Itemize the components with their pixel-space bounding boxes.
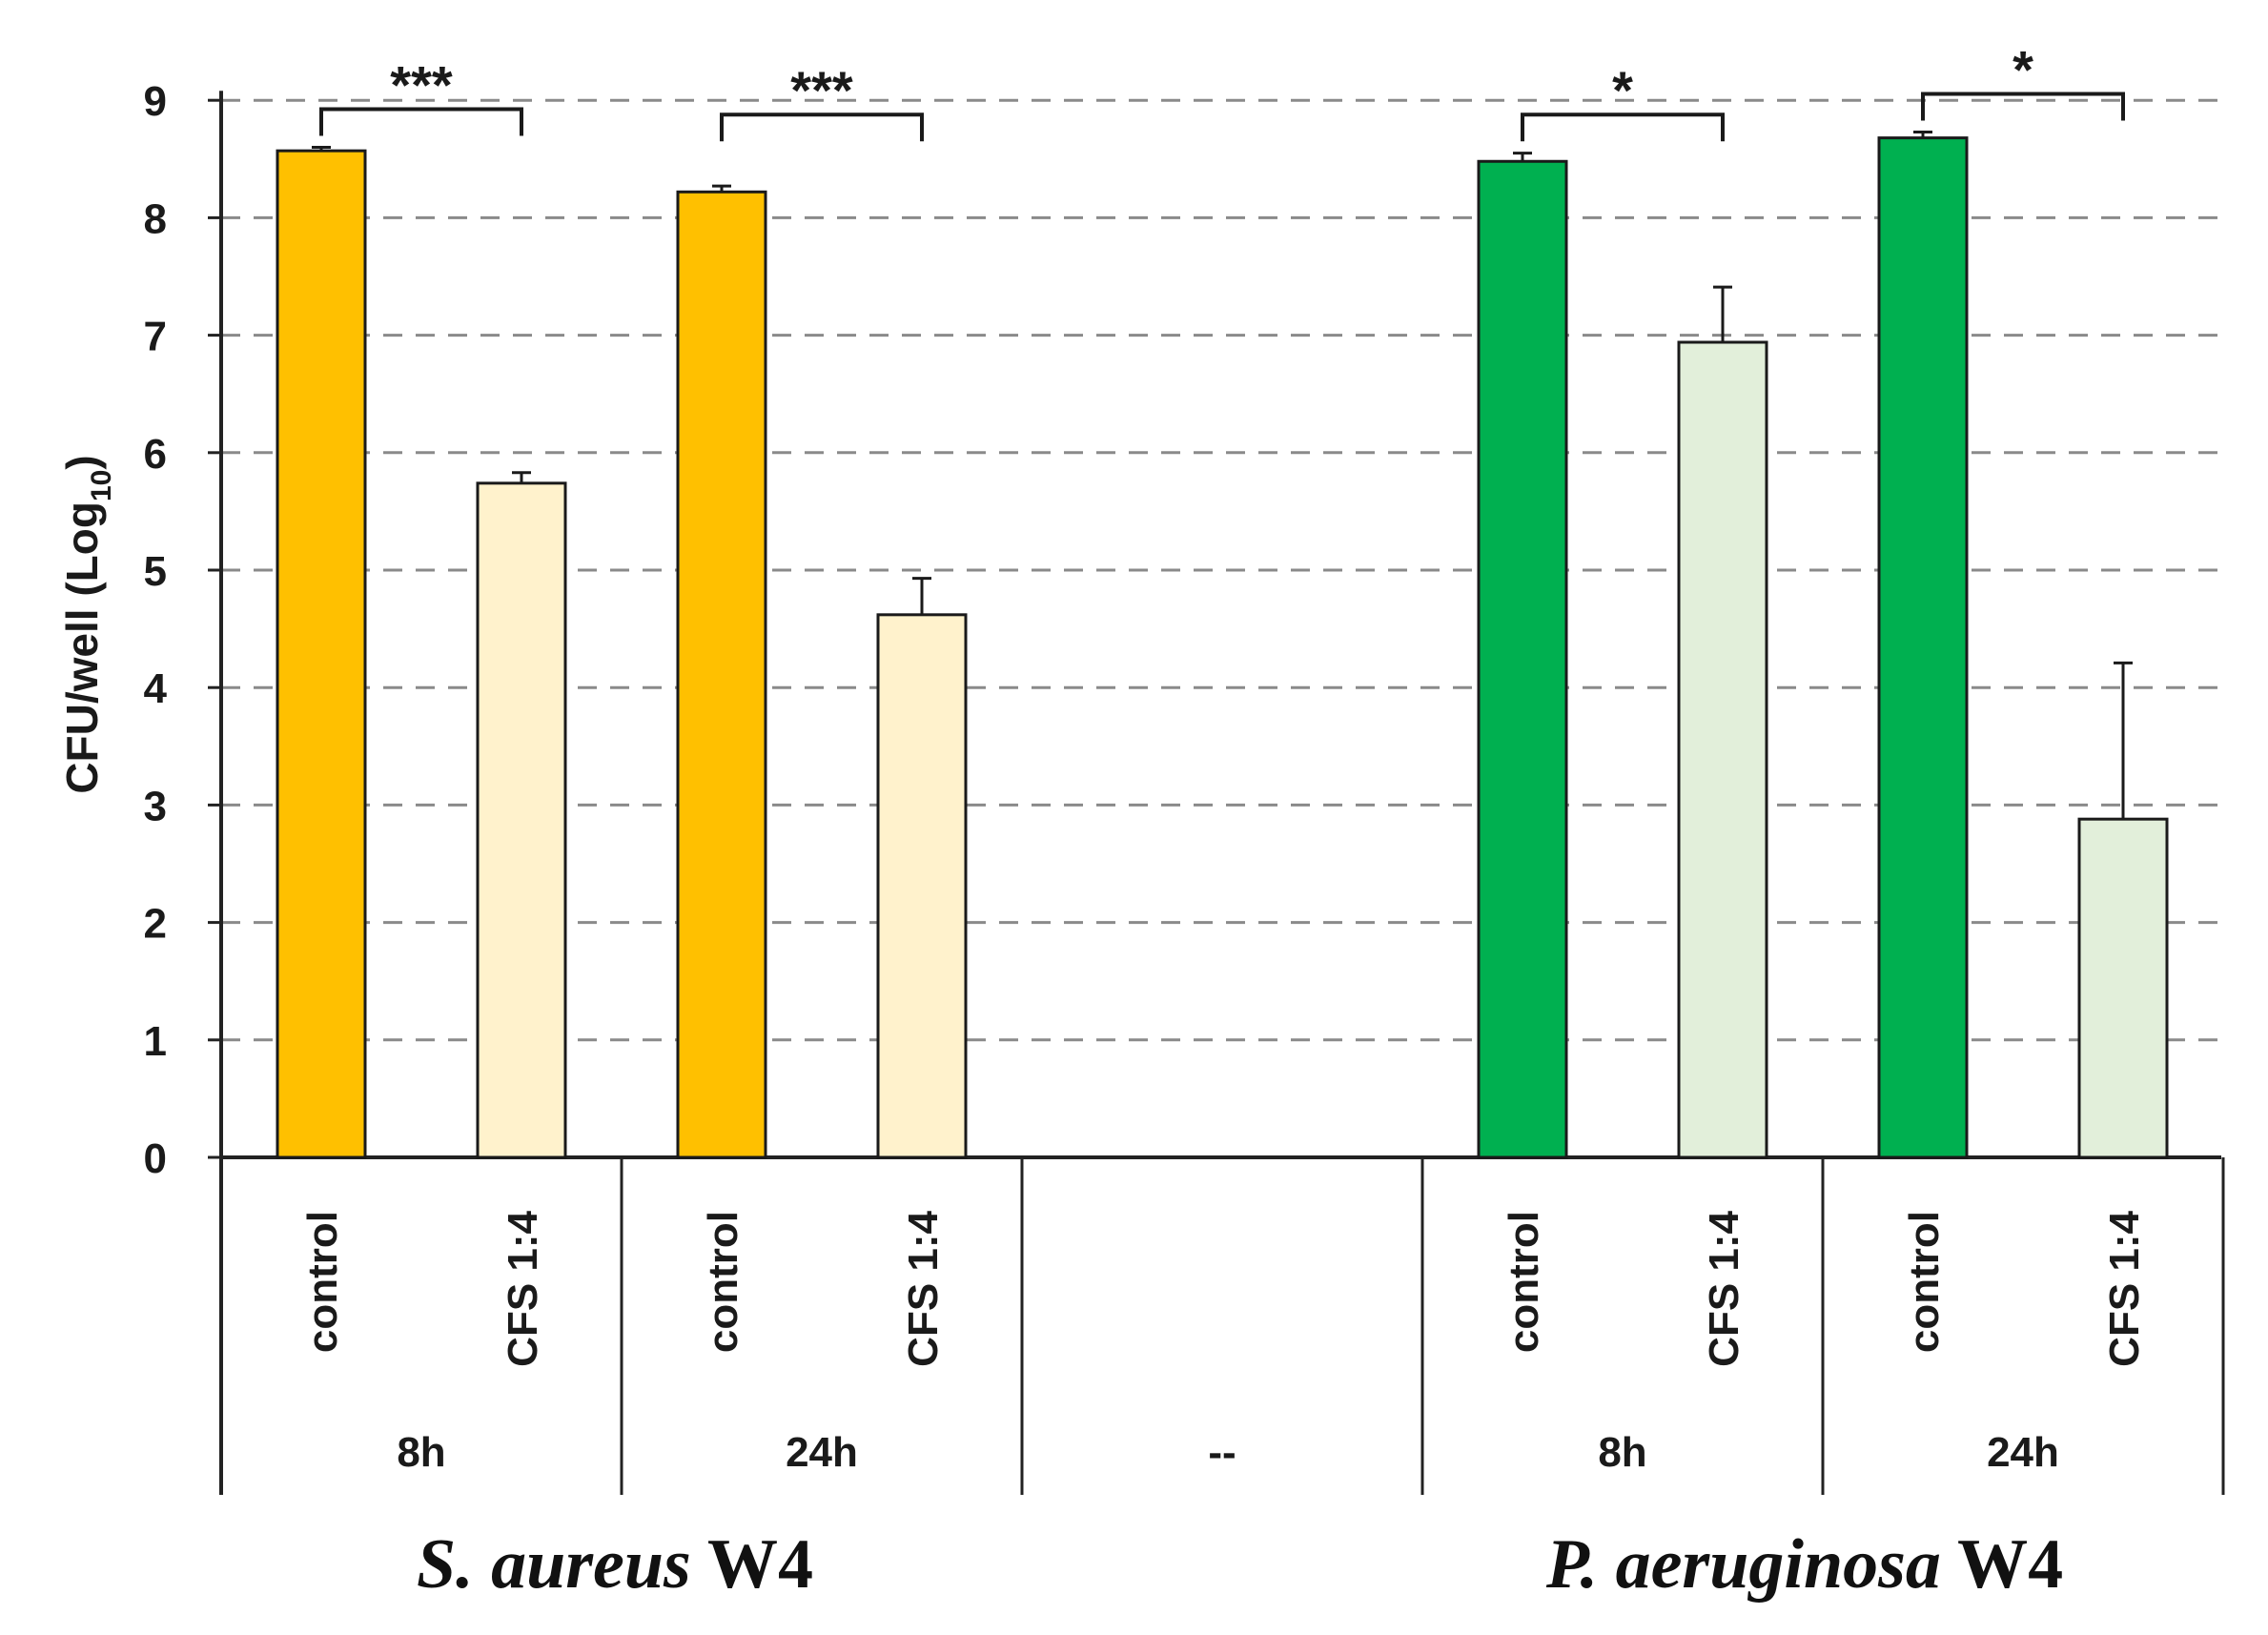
y-tick-label: 2 xyxy=(144,901,167,948)
significance-bracket xyxy=(1921,92,2125,121)
significance-label: * xyxy=(2013,39,2033,99)
bar xyxy=(876,613,968,1159)
y-tick-label: 6 xyxy=(144,431,167,478)
labels: 0 1 2 3 4 5 6 7 8 9 -- control CFS 1:4 8h *** control CF… xyxy=(144,39,2148,1476)
y-tick-label: 5 xyxy=(144,548,167,595)
significance-label: * xyxy=(1612,60,1633,120)
y-tick-label: 4 xyxy=(144,665,168,712)
x-category-label: control xyxy=(299,1211,346,1353)
y-axis-title: CFU/well (Log10) xyxy=(57,455,117,793)
x-category-label: control xyxy=(700,1211,746,1353)
x-category-label: control xyxy=(1501,1211,1547,1353)
x-category-label: control xyxy=(1901,1211,1948,1353)
significance-label: *** xyxy=(390,54,453,114)
bar xyxy=(676,190,767,1159)
significance-bracket xyxy=(1521,112,1725,142)
x-time-label: 8h xyxy=(397,1429,445,1476)
x-time-label: 8h xyxy=(1598,1429,1646,1476)
bar xyxy=(1477,159,1568,1159)
bars xyxy=(276,92,2169,1159)
y-tick-label: 8 xyxy=(144,195,167,242)
bar xyxy=(2077,817,2169,1159)
y-tick-label: 9 xyxy=(144,78,167,125)
x-category-label: CFS 1:4 xyxy=(2101,1210,2148,1366)
species-label-p-aeruginosa: P. aeruginosa W4 xyxy=(1545,1525,2063,1604)
x-time-label: 24h xyxy=(786,1429,858,1476)
blank-slot-label: -- xyxy=(1208,1429,1236,1476)
significance-bracket xyxy=(720,112,924,142)
y-tick-label: 3 xyxy=(144,783,167,829)
significance-bracket xyxy=(319,107,523,136)
bar xyxy=(1677,340,1768,1159)
significance-label: *** xyxy=(790,60,853,120)
y-tick-label: 1 xyxy=(144,1018,167,1065)
x-time-label: 24h xyxy=(1987,1429,2059,1476)
bar xyxy=(476,481,567,1159)
y-tick-label: 0 xyxy=(144,1135,167,1182)
x-category-label: CFS 1:4 xyxy=(1701,1210,1747,1366)
bar xyxy=(1877,136,1969,1159)
x-category-label: CFS 1:4 xyxy=(900,1210,947,1366)
y-tick-label: 7 xyxy=(144,314,167,360)
species-label-s-aureus: S. aureus W4 xyxy=(417,1525,813,1604)
x-category-label: CFS 1:4 xyxy=(500,1210,546,1366)
bar xyxy=(276,149,367,1159)
